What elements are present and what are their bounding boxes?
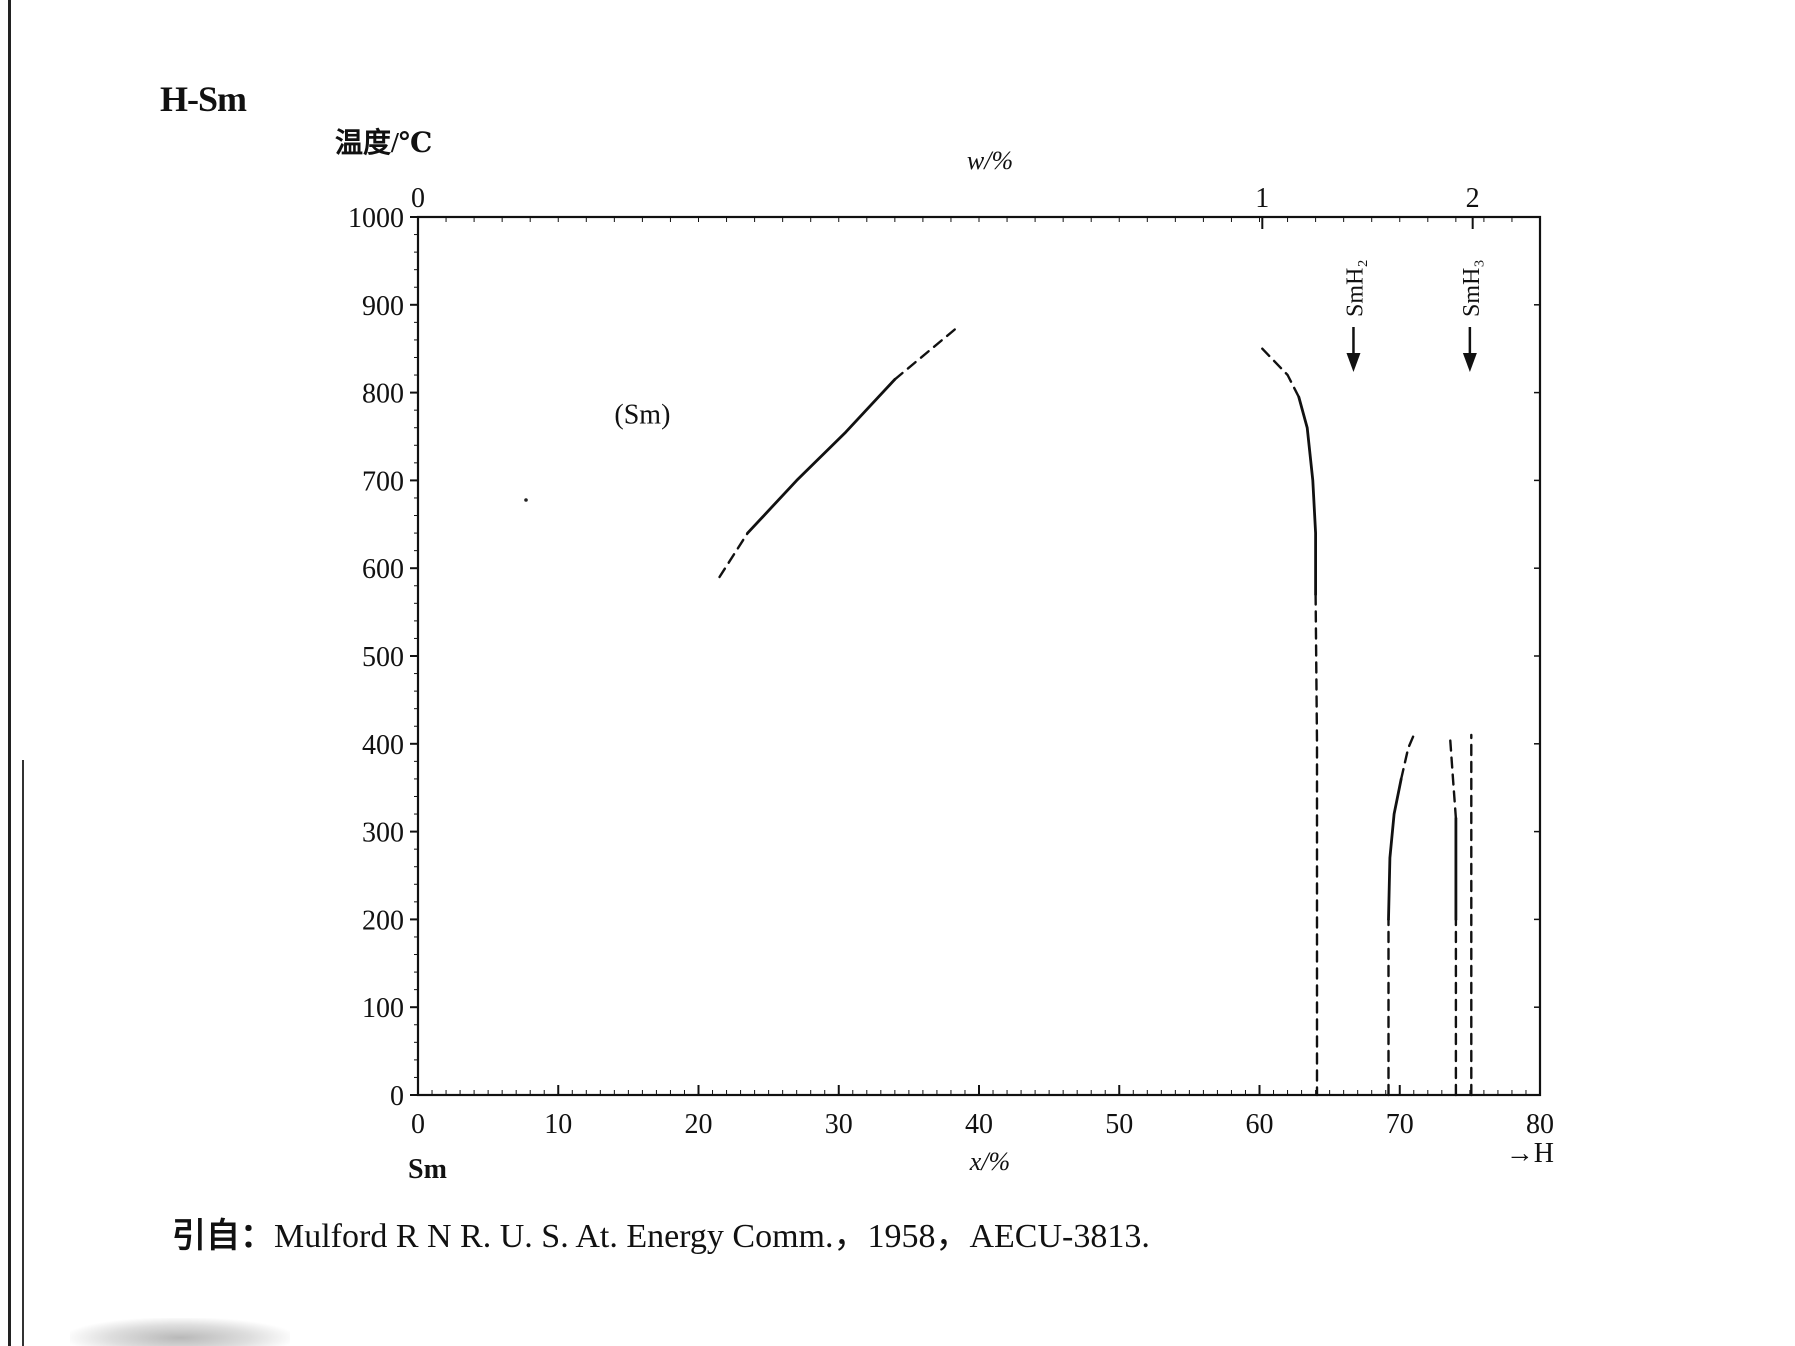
- x-tick-label: 0: [411, 1109, 425, 1140]
- compound-label: SmH₂: [1342, 259, 1368, 317]
- y-tick-label: 900: [362, 291, 404, 322]
- top-tick-label: 1: [1255, 183, 1269, 214]
- scan-speck: [524, 498, 528, 502]
- y-tick-label: 0: [390, 1081, 404, 1112]
- compound-marker: SmH₂: [1342, 259, 1368, 372]
- top-axis-label: w/%: [967, 146, 1013, 175]
- phase-boundary-sm-solvus-dashed: [718, 531, 749, 579]
- y-tick-label: 200: [362, 905, 404, 936]
- y-tick-label: 700: [362, 466, 404, 497]
- top-tick-label: 0: [411, 183, 425, 214]
- page-edge-line-lower: [22, 760, 24, 1346]
- y-tick-label: 1000: [348, 203, 404, 234]
- phase-boundary-sm-solvus-solid: [746, 377, 897, 535]
- plot-frame: [416, 215, 1542, 1097]
- citation: 引自：Mulford R N R. U. S. At. Energy Comm.…: [172, 1208, 1150, 1257]
- compound-arrow-head: [1462, 353, 1477, 372]
- compound-label: SmH₃: [1459, 259, 1485, 317]
- diagram-title: H-Sm: [160, 79, 247, 119]
- left-element-label: Sm: [408, 1154, 447, 1185]
- phase-boundary-smh2-upper-dashed: [1399, 733, 1416, 781]
- top-tick-label: 2: [1466, 183, 1480, 214]
- citation-text: Mulford R N R. U. S. At. Energy Comm.，19…: [274, 1218, 1150, 1255]
- phase-boundary-smh2-upper-solid: [1387, 777, 1403, 921]
- x-axis-label: x/%: [969, 1147, 1010, 1176]
- citation-lead: 引自：: [172, 1218, 274, 1255]
- x-tick-label: 30: [825, 1109, 853, 1140]
- y-tick-label: 300: [362, 818, 404, 849]
- x-tick-label: 80: [1526, 1109, 1554, 1140]
- x-tick-label: 10: [544, 1109, 572, 1140]
- x-tick-label: 20: [685, 1109, 713, 1140]
- compound-arrow-head: [1346, 353, 1361, 372]
- x-tick-label: 70: [1386, 1109, 1414, 1140]
- y-tick-label: 100: [362, 993, 404, 1024]
- y-tick-label: 800: [362, 379, 404, 410]
- right-element-label: →H: [1506, 1138, 1554, 1169]
- x-tick-label: 60: [1246, 1109, 1274, 1140]
- phase-boundary-smh2-lower-dashed: [1261, 347, 1301, 399]
- page-edge-line: [8, 0, 11, 1346]
- y-tick-label: 400: [362, 730, 404, 761]
- x-tick-label: 50: [1105, 1109, 1133, 1140]
- phase-boundary-sm-solvus-dashed: [893, 325, 960, 381]
- x-tick-label: 40: [965, 1109, 993, 1140]
- y-tick-label: 600: [362, 554, 404, 585]
- phase-boundary-smh2-lower-solid: [1297, 395, 1317, 596]
- y-axis-label: 温度/℃: [335, 127, 432, 159]
- phase-boundary-smh2-lower-dashed: [1314, 593, 1319, 1097]
- region-label: (Sm): [614, 399, 670, 430]
- compound-marker: SmH₃: [1459, 259, 1485, 372]
- y-tick-label: 500: [362, 642, 404, 673]
- phase-boundary-smh3-lower-dashed: [1448, 738, 1458, 820]
- scan-smudge: [70, 1318, 290, 1346]
